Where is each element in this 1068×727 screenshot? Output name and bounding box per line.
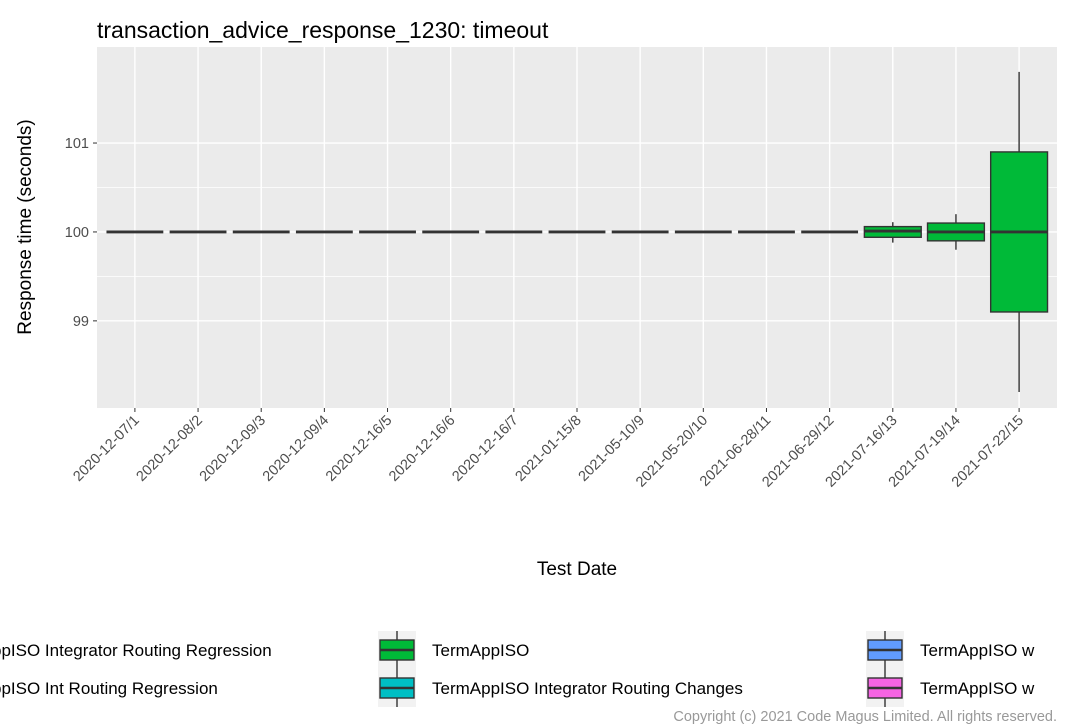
x-axis-title: Test Date: [537, 559, 617, 580]
x-tick-label: 2020-12-09/4: [260, 413, 332, 485]
x-tick-label: 2020-12-07/1: [70, 413, 142, 485]
legend-label: TermAppISO Integrator Routing Changes: [432, 679, 743, 698]
copyright: Copyright (c) 2021 Code Magus Limited. A…: [673, 709, 1057, 725]
legend-label: ppISO Int Routing Regression: [0, 679, 218, 698]
y-tick-label: 99: [73, 314, 89, 330]
y-tick-label: 101: [65, 136, 89, 152]
x-tick-label: 2020-12-16/7: [449, 413, 521, 485]
y-tick-label: 100: [65, 225, 89, 241]
x-tick-label: 2020-12-08/2: [134, 413, 206, 485]
x-tick-label: 2020-12-16/6: [386, 413, 458, 485]
legend-label: TermAppISO: [432, 641, 529, 660]
x-tick-label: 2020-12-16/5: [323, 413, 395, 485]
legend-label: ppISO Integrator Routing Regression: [0, 641, 272, 660]
legend-label: TermAppISO w: [920, 679, 1035, 698]
y-axis-title: Response time (seconds): [15, 119, 36, 334]
x-tick-label: 2020-12-09/3: [197, 413, 269, 485]
chart-title: transaction_advice_response_1230: timeou…: [97, 17, 549, 43]
x-tick-label: 2021-01-15/8: [513, 413, 585, 485]
legend-label: TermAppISO w: [920, 641, 1035, 660]
